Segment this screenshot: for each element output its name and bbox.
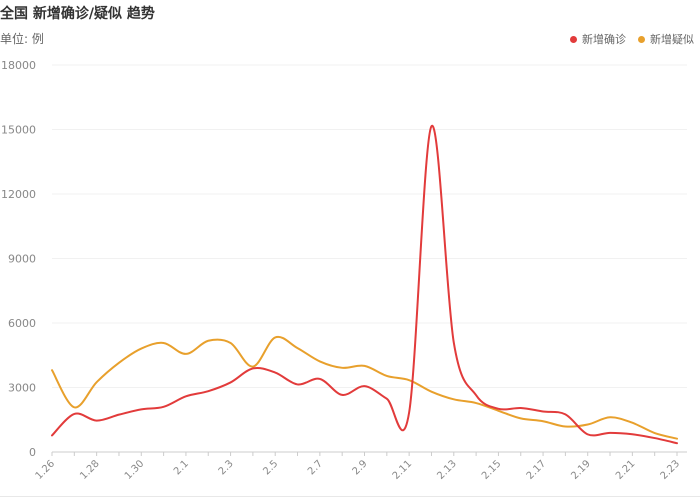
x-tick-label: 2.17 [525, 458, 549, 482]
bottom-divider [0, 496, 700, 497]
x-tick-label: 2.9 [351, 458, 370, 477]
x-tick-label: 1.30 [123, 458, 147, 482]
y-tick-label: 9000 [8, 253, 36, 266]
x-tick-label: 2.11 [391, 458, 415, 482]
legend-label-confirmed: 新增确诊 [582, 33, 626, 46]
x-tick-label: 2.21 [614, 458, 638, 482]
x-tick-label: 1.28 [78, 458, 102, 482]
legend-dot-confirmed [570, 35, 577, 43]
x-tick-label: 1.26 [34, 458, 58, 482]
legend-label-suspected: 新增疑似 [650, 33, 694, 46]
series-line-suspected [51, 335, 678, 440]
legend-item-confirmed[interactable]: 新增确诊 [570, 31, 626, 47]
legend: 新增确诊 新增疑似 [558, 31, 694, 47]
legend-item-suspected[interactable]: 新增疑似 [638, 31, 694, 47]
x-tick-label: 2.19 [569, 458, 593, 482]
y-tick-label: 6000 [8, 317, 36, 330]
x-tick-label: 2.15 [480, 458, 504, 482]
x-tick-label: 2.7 [306, 458, 325, 477]
legend-dot-suspected [638, 35, 645, 43]
unit-label: 单位: 例 [0, 32, 44, 46]
x-tick-label: 2.1 [172, 458, 191, 477]
x-tick-label: 2.13 [435, 458, 459, 482]
x-tick-label: 2.23 [659, 458, 683, 482]
y-tick-label: 18000 [1, 59, 36, 72]
series-line-confirmed [51, 125, 678, 445]
y-tick-label: 12000 [1, 188, 36, 201]
y-tick-label: 3000 [8, 382, 36, 395]
y-tick-label: 0 [29, 446, 36, 459]
x-tick-label: 2.5 [261, 458, 280, 477]
y-tick-label: 15000 [1, 124, 36, 137]
chart-title: 全国 新增确诊/疑似 趋势 [0, 6, 155, 22]
x-tick-label: 2.3 [217, 458, 236, 477]
